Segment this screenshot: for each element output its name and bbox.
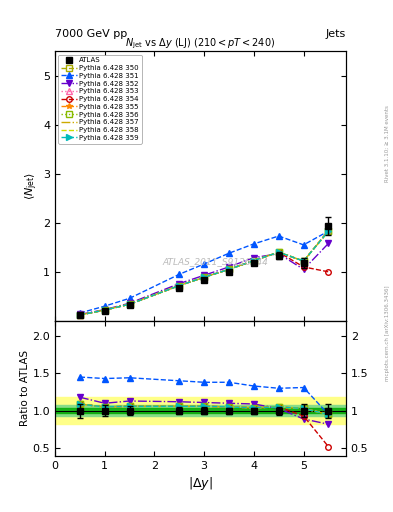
Bar bbox=[55, 406, 346, 416]
Bar bbox=[55, 408, 346, 413]
Y-axis label: $\langle N_\mathrm{jet}\rangle$: $\langle N_\mathrm{jet}\rangle$ bbox=[24, 172, 40, 200]
Bar bbox=[55, 397, 346, 424]
Text: 7000 GeV pp: 7000 GeV pp bbox=[55, 29, 127, 39]
Title: $N_\mathrm{jet}\ \mathrm{vs}\ \Delta y\ \mathrm{(LJ)}\ (210 < pT < 240)$: $N_\mathrm{jet}\ \mathrm{vs}\ \Delta y\ … bbox=[125, 37, 275, 51]
Legend: ATLAS, Pythia 6.428 350, Pythia 6.428 351, Pythia 6.428 352, Pythia 6.428 353, P: ATLAS, Pythia 6.428 350, Pythia 6.428 35… bbox=[59, 55, 142, 143]
Y-axis label: Ratio to ATLAS: Ratio to ATLAS bbox=[20, 350, 29, 426]
Text: Rivet 3.1.10; ≥ 3.1M events: Rivet 3.1.10; ≥ 3.1M events bbox=[385, 105, 390, 182]
X-axis label: $|\Delta y|$: $|\Delta y|$ bbox=[188, 475, 213, 492]
Text: Jets: Jets bbox=[325, 29, 346, 39]
Text: ATLAS_2011_S9126244: ATLAS_2011_S9126244 bbox=[162, 257, 268, 266]
Text: mcplots.cern.ch [arXiv:1306.3436]: mcplots.cern.ch [arXiv:1306.3436] bbox=[385, 285, 390, 380]
